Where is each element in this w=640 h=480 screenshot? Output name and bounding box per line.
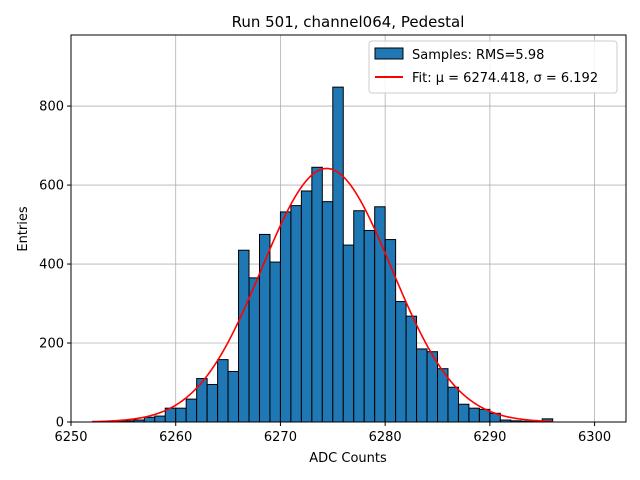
- x-tick-label: 6290: [473, 430, 506, 445]
- y-axis-label: Entries: [16, 206, 31, 252]
- histogram-bar: [175, 407, 187, 423]
- histogram-bar: [353, 210, 365, 423]
- x-tick-label: 6270: [264, 430, 297, 445]
- y-tick-label: 600: [39, 179, 64, 194]
- x-axis-label: ADC Counts: [309, 451, 387, 466]
- histogram-bar: [405, 315, 418, 423]
- y-axis-ticks: 0 200 400 600 800: [39, 100, 71, 431]
- histogram-bar: [279, 211, 292, 423]
- histogram-bar: [185, 398, 198, 423]
- histogram-bar: [447, 386, 459, 423]
- histogram-bar: [143, 416, 156, 423]
- histogram-bar: [395, 301, 407, 423]
- legend-fit-label: Fit: μ = 6274.418, σ = 6.192: [412, 71, 598, 86]
- x-tick-label: 6260: [159, 430, 192, 445]
- fit-curve: [91, 167, 553, 423]
- histogram-bar: [300, 190, 313, 423]
- histogram-bar: [426, 351, 439, 423]
- legend-samples-swatch: [374, 47, 404, 60]
- histogram-bar: [217, 359, 229, 423]
- histogram-bar: [321, 201, 334, 423]
- x-axis-ticks: 6250 6260 6270 6280 6290 6300: [54, 422, 611, 445]
- y-tick-label: 200: [39, 337, 64, 352]
- histogram-bar: [238, 249, 250, 423]
- histogram-bar: [363, 229, 376, 423]
- legend: Samples: RMS=5.98 Fit: μ = 6274.418, σ =…: [368, 40, 618, 94]
- histogram-bar: [416, 348, 428, 423]
- histogram-bar: [468, 407, 480, 423]
- y-tick-label: 0: [56, 416, 64, 431]
- x-tick-label: 6250: [54, 430, 87, 445]
- histogram-bar: [457, 403, 470, 423]
- chart-title: Run 501, channel064, Pedestal: [232, 13, 465, 31]
- histogram-bar: [227, 370, 240, 423]
- histogram-bar: [196, 378, 208, 423]
- histogram-bar: [206, 383, 219, 423]
- plot-frame: [70, 34, 627, 423]
- legend-box: [368, 40, 618, 94]
- histogram-bar: [311, 166, 323, 423]
- histogram-bar: [342, 244, 355, 423]
- fit-curve-layer: [91, 167, 553, 423]
- y-tick-label: 400: [39, 258, 64, 273]
- histogram-bar: [248, 277, 260, 423]
- histogram-bar: [154, 415, 166, 423]
- x-tick-label: 6280: [369, 430, 402, 445]
- legend-samples-label: Samples: RMS=5.98: [412, 48, 544, 63]
- y-tick-label: 800: [39, 100, 64, 115]
- histogram-bar: [290, 205, 302, 423]
- histogram-bar: [332, 86, 344, 423]
- histogram-bar: [269, 261, 281, 423]
- x-tick-label: 6300: [578, 430, 611, 445]
